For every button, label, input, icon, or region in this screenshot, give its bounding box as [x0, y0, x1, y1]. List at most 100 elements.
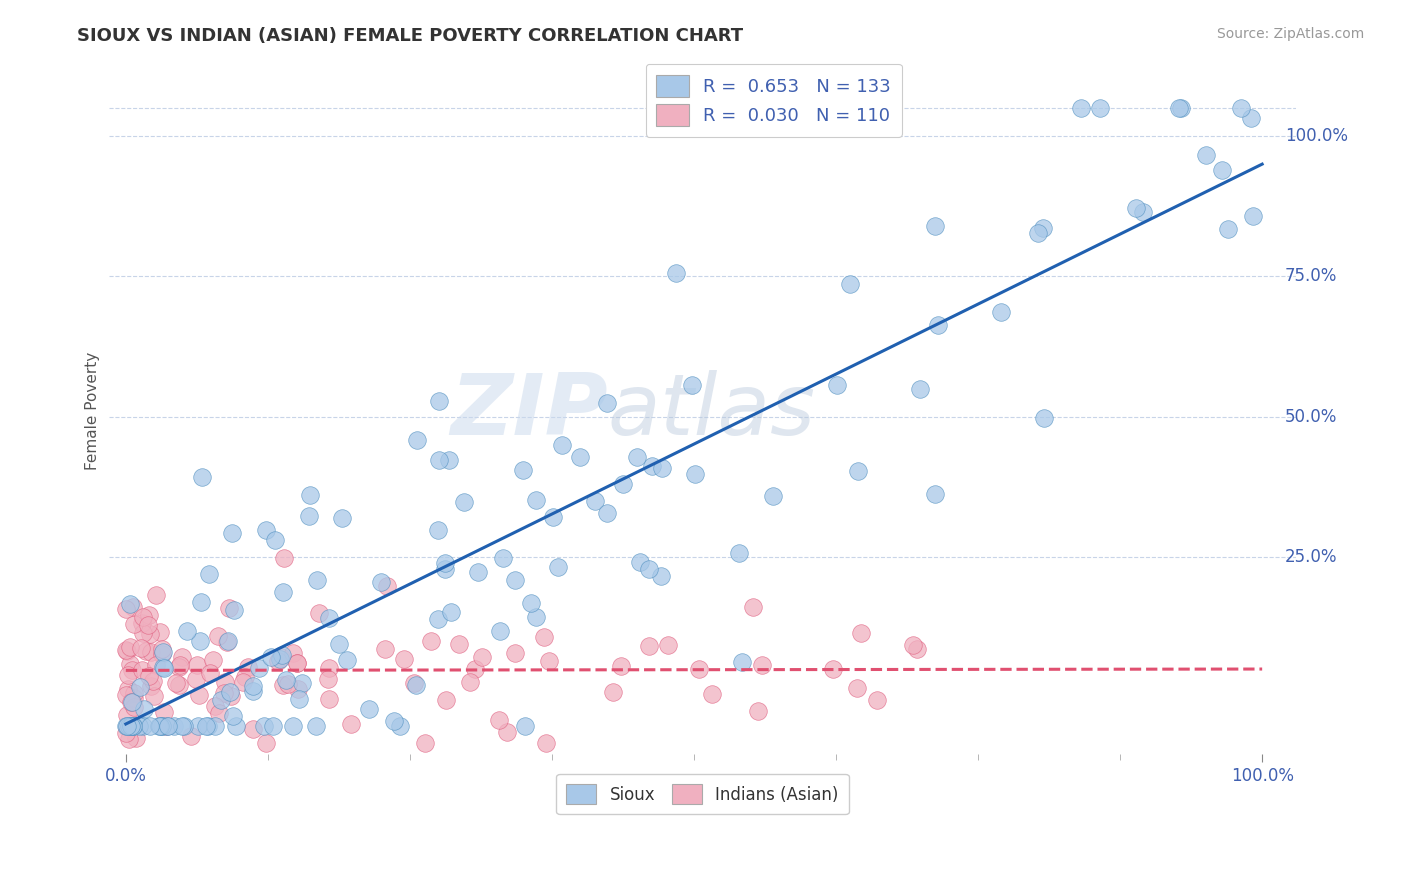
Point	[242, 679, 264, 693]
Point	[156, 719, 179, 733]
Point	[264, 533, 287, 548]
Point	[427, 524, 450, 538]
Point	[165, 676, 187, 690]
Point	[537, 654, 560, 668]
Point	[132, 719, 155, 733]
Point	[152, 647, 174, 661]
Point	[122, 719, 145, 733]
Point	[139, 626, 162, 640]
Point	[115, 602, 138, 616]
Point	[298, 488, 321, 502]
Point	[141, 679, 163, 693]
Point	[583, 494, 606, 508]
Point	[389, 719, 412, 733]
Point	[217, 635, 239, 649]
Point	[839, 277, 862, 292]
Point	[628, 555, 651, 569]
Point	[1195, 148, 1218, 162]
Text: atlas: atlas	[607, 370, 815, 453]
Point	[271, 584, 294, 599]
Point	[118, 719, 141, 733]
Point	[121, 695, 143, 709]
Point	[536, 736, 558, 750]
Point	[823, 662, 845, 676]
Point	[143, 689, 166, 703]
Point	[845, 681, 868, 695]
Point	[359, 701, 381, 715]
Point	[120, 719, 142, 733]
Point	[305, 719, 328, 733]
Point	[142, 674, 165, 689]
Point	[1211, 162, 1233, 177]
Point	[254, 524, 277, 538]
Point	[132, 702, 155, 716]
Point	[115, 719, 138, 733]
Point	[186, 657, 208, 672]
Point	[394, 652, 416, 666]
Point	[471, 649, 494, 664]
Point	[751, 657, 773, 672]
Point	[121, 663, 143, 677]
Point	[426, 612, 449, 626]
Point	[122, 617, 145, 632]
Point	[115, 708, 138, 723]
Point	[610, 658, 633, 673]
Point	[849, 626, 872, 640]
Point	[374, 641, 396, 656]
Point	[131, 626, 153, 640]
Point	[990, 305, 1012, 319]
Point	[503, 573, 526, 587]
Point	[924, 219, 946, 233]
Point	[115, 642, 138, 657]
Point	[191, 470, 214, 484]
Point	[285, 656, 308, 670]
Point	[219, 689, 242, 703]
Point	[153, 705, 176, 719]
Point	[742, 599, 765, 614]
Point	[242, 722, 264, 736]
Text: 25.0%: 25.0%	[1285, 549, 1337, 566]
Point	[149, 624, 172, 639]
Point	[491, 551, 513, 566]
Point	[247, 661, 270, 675]
Point	[427, 452, 450, 467]
Text: 75.0%: 75.0%	[1285, 268, 1337, 285]
Point	[138, 669, 160, 683]
Point	[128, 680, 150, 694]
Point	[533, 630, 555, 644]
Point	[1168, 101, 1191, 115]
Point	[122, 699, 145, 714]
Point	[290, 676, 312, 690]
Point	[207, 629, 229, 643]
Point	[135, 643, 157, 657]
Point	[121, 695, 143, 709]
Point	[218, 600, 240, 615]
Point	[602, 685, 624, 699]
Point	[190, 594, 212, 608]
Point	[145, 657, 167, 672]
Point	[747, 704, 769, 718]
Text: 100.0%: 100.0%	[1285, 127, 1348, 145]
Point	[596, 506, 619, 520]
Point	[298, 509, 321, 524]
Point	[688, 662, 710, 676]
Point	[288, 692, 311, 706]
Point	[1170, 101, 1192, 115]
Point	[122, 719, 145, 733]
Point	[197, 566, 219, 581]
Point	[132, 610, 155, 624]
Point	[120, 657, 142, 672]
Point	[214, 675, 236, 690]
Point	[287, 682, 309, 697]
Point	[449, 637, 471, 651]
Point	[273, 551, 295, 566]
Point	[524, 493, 547, 508]
Point	[382, 714, 405, 728]
Point	[259, 650, 281, 665]
Point	[208, 706, 231, 721]
Point	[626, 450, 648, 464]
Point	[437, 453, 460, 467]
Point	[218, 685, 240, 699]
Point	[233, 670, 256, 684]
Point	[307, 574, 329, 588]
